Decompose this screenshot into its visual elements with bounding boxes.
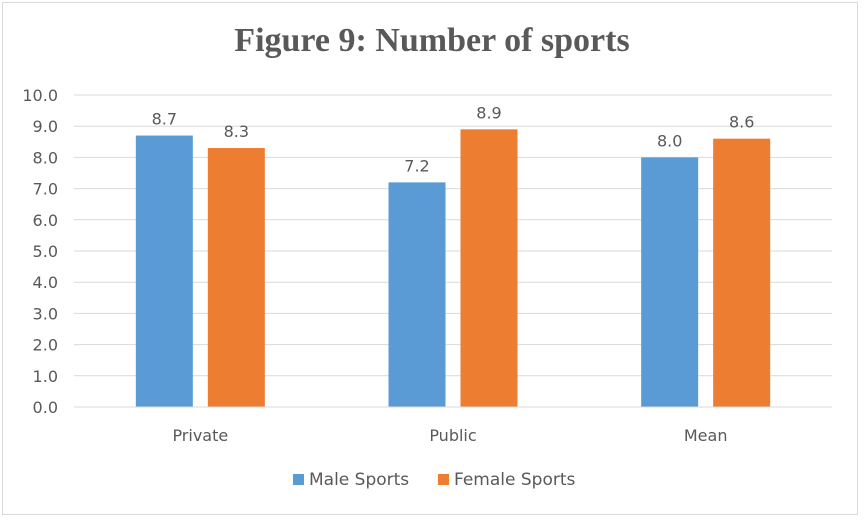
data-label: 8.9 — [476, 103, 501, 122]
y-tick-label: 1.0 — [33, 367, 58, 386]
y-tick-label: 5.0 — [33, 242, 58, 261]
y-tick-label: 10.0 — [22, 86, 58, 105]
legend-swatch — [293, 474, 304, 485]
y-tick-label: 8.0 — [33, 148, 58, 167]
legend-label: Male Sports — [309, 470, 409, 490]
y-axis: 0.0 1.0 2.0 3.0 4.0 5.0 6.0 7.0 8.0 9.0 10.0 — [22, 86, 58, 417]
y-tick-label: 9.0 — [33, 117, 58, 136]
legend-label: Female Sports — [454, 470, 576, 490]
bar-male-sports-public — [388, 182, 446, 407]
y-tick-label: 7.0 — [33, 180, 58, 199]
category-label: Private — [172, 426, 228, 445]
bar-female-sports-private — [207, 148, 265, 408]
bar-male-sports-mean — [641, 157, 699, 407]
data-label: 7.2 — [404, 156, 429, 175]
data-label: 8.3 — [224, 122, 249, 141]
category-label: Mean — [684, 426, 728, 445]
data-label: 8.6 — [729, 113, 754, 132]
legend-swatch — [438, 474, 449, 485]
gridlines — [74, 94, 832, 377]
chart-title: Figure 9: Number of sports — [234, 22, 630, 59]
category-label: Public — [429, 426, 476, 445]
y-tick-label: 4.0 — [33, 273, 58, 292]
y-tick-label: 6.0 — [33, 211, 58, 230]
data-label: 8.0 — [657, 131, 682, 150]
y-tick-label: 3.0 — [33, 304, 58, 323]
bar-male-sports-private — [135, 135, 193, 407]
y-tick-label: 0.0 — [33, 398, 58, 417]
bar-female-sports-public — [460, 129, 518, 407]
bar-female-sports-mean — [713, 138, 771, 407]
bars: 8.7 8.3 7.2 8.9 8.0 8.6 — [135, 103, 771, 408]
data-label: 8.7 — [152, 110, 177, 129]
y-tick-label: 2.0 — [33, 336, 58, 355]
legend: Male Sports Female Sports — [293, 470, 576, 490]
x-axis: Private Public Mean — [74, 406, 832, 445]
